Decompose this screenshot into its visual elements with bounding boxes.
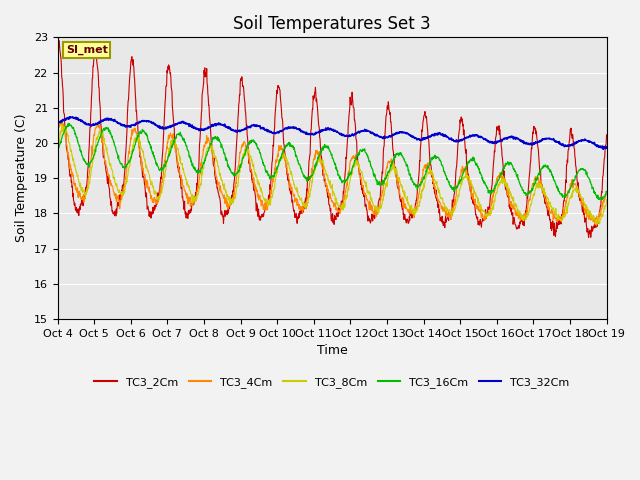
TC3_32Cm <box>176 120 184 126</box>
TC3_8Cm <box>593 221 601 227</box>
TC3_4Cm <box>176 173 184 179</box>
TC3_16Cm <box>65 120 73 126</box>
TC3_8Cm <box>163 160 170 166</box>
TC3_16Cm <box>54 148 61 154</box>
TC3_2Cm <box>55 38 63 44</box>
TC3_2Cm <box>176 174 184 180</box>
TC3_16Cm <box>538 166 545 171</box>
TC3_32Cm <box>490 140 497 146</box>
TC3_32Cm <box>163 125 170 131</box>
TC3_2Cm <box>237 77 245 83</box>
Y-axis label: Soil Temperature (C): Soil Temperature (C) <box>15 114 28 242</box>
TC3_4Cm <box>163 144 170 150</box>
TC3_32Cm <box>603 144 611 150</box>
TC3_2Cm <box>585 235 593 240</box>
X-axis label: Time: Time <box>317 344 348 357</box>
TC3_32Cm <box>538 137 545 143</box>
TC3_8Cm <box>418 195 426 201</box>
TC3_2Cm <box>603 132 611 138</box>
TC3_2Cm <box>538 181 545 187</box>
TC3_16Cm <box>603 189 611 194</box>
Text: SI_met: SI_met <box>66 45 108 55</box>
TC3_16Cm <box>418 180 426 185</box>
TC3_2Cm <box>163 83 170 88</box>
TC3_4Cm <box>58 116 66 122</box>
TC3_8Cm <box>176 154 184 159</box>
TC3_16Cm <box>598 197 606 203</box>
TC3_8Cm <box>54 150 61 156</box>
TC3_8Cm <box>538 182 545 188</box>
TC3_32Cm <box>237 127 245 133</box>
TC3_4Cm <box>237 144 245 150</box>
TC3_32Cm <box>418 137 426 143</box>
TC3_4Cm <box>603 190 611 195</box>
TC3_4Cm <box>418 175 426 181</box>
TC3_2Cm <box>490 163 497 169</box>
Line: TC3_32Cm: TC3_32Cm <box>58 117 607 149</box>
TC3_16Cm <box>176 132 184 138</box>
Line: TC3_16Cm: TC3_16Cm <box>58 123 607 200</box>
TC3_2Cm <box>54 49 61 55</box>
TC3_4Cm <box>593 223 600 228</box>
TC3_16Cm <box>163 159 170 165</box>
TC3_8Cm <box>490 206 497 212</box>
TC3_8Cm <box>237 157 245 163</box>
TC3_32Cm <box>599 146 607 152</box>
TC3_8Cm <box>58 122 66 128</box>
TC3_4Cm <box>538 183 545 189</box>
TC3_4Cm <box>54 129 61 135</box>
TC3_4Cm <box>490 194 497 200</box>
Title: Soil Temperatures Set 3: Soil Temperatures Set 3 <box>233 15 431 33</box>
TC3_16Cm <box>490 188 497 194</box>
TC3_32Cm <box>54 119 61 124</box>
Line: TC3_8Cm: TC3_8Cm <box>58 125 607 224</box>
Legend: TC3_2Cm, TC3_4Cm, TC3_8Cm, TC3_16Cm, TC3_32Cm: TC3_2Cm, TC3_4Cm, TC3_8Cm, TC3_16Cm, TC3… <box>90 372 574 392</box>
TC3_32Cm <box>67 114 74 120</box>
TC3_8Cm <box>603 197 611 203</box>
TC3_16Cm <box>237 161 245 167</box>
Line: TC3_4Cm: TC3_4Cm <box>58 119 607 226</box>
Line: TC3_2Cm: TC3_2Cm <box>58 41 607 238</box>
TC3_2Cm <box>418 134 426 140</box>
